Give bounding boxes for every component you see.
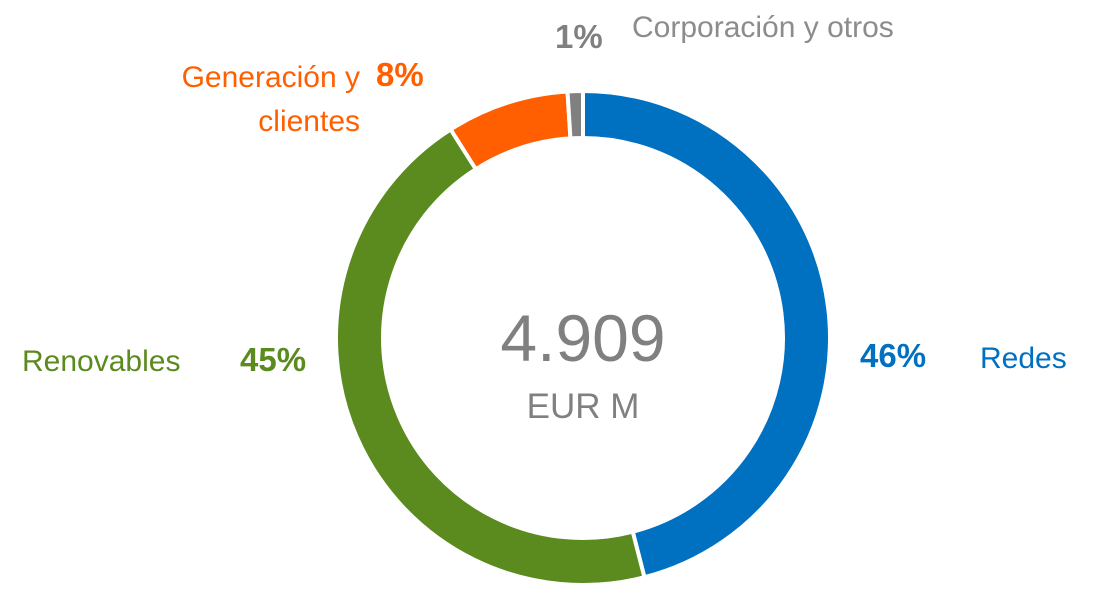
segment-label: Corporación y otros <box>632 11 894 44</box>
value-label: 1% <box>555 18 603 55</box>
segment-label: Renovables <box>22 345 181 378</box>
segment-label: Redes <box>980 342 1067 375</box>
total: 4.909 <box>500 301 666 375</box>
value-label: 45% <box>240 341 307 378</box>
value-label: 46% <box>860 337 927 374</box>
donut-segment <box>581 88 832 580</box>
donut-segment <box>447 89 573 172</box>
donut-segment <box>334 126 647 587</box>
donut-segment <box>565 88 585 141</box>
total-unit: EUR M <box>526 387 640 426</box>
segment-label: Generación y clientes <box>181 61 360 138</box>
value-label: 8% <box>376 56 424 93</box>
